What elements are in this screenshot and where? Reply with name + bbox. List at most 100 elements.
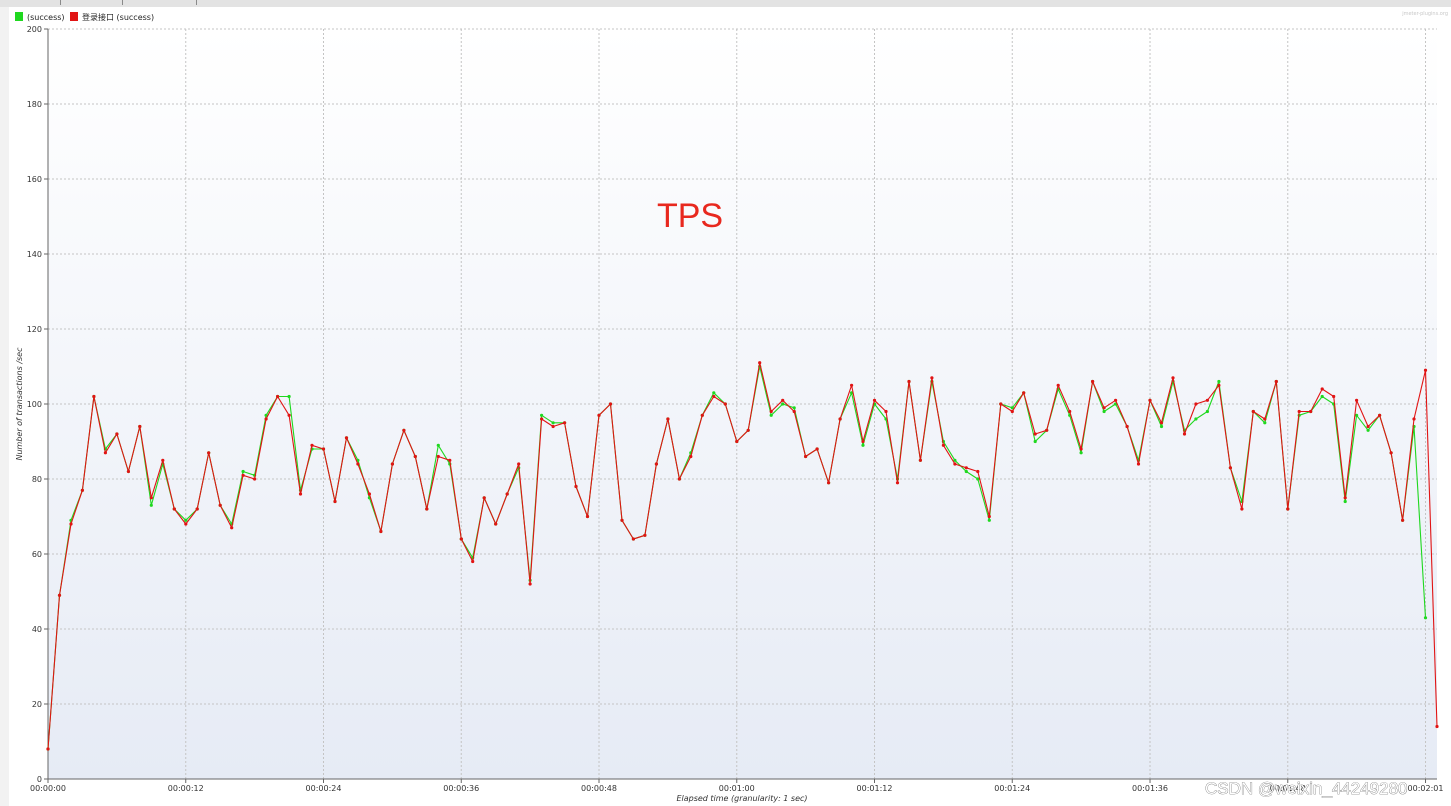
data-point xyxy=(1309,409,1313,414)
data-point xyxy=(1091,379,1095,384)
x-tick-label: 00:01:36 xyxy=(1132,784,1168,793)
watermark: jmeter-plugins.org xyxy=(1401,11,1448,17)
data-point xyxy=(723,402,727,406)
data-point xyxy=(551,421,555,425)
data-point xyxy=(608,402,613,406)
data-point xyxy=(207,451,211,455)
data-point xyxy=(264,413,268,417)
credit-watermark: CSDN @weixin_44249280 xyxy=(1205,779,1407,798)
data-point xyxy=(1033,432,1037,436)
y-axis-label: Number of transactions /sec xyxy=(15,347,24,461)
data-point xyxy=(1102,406,1106,410)
data-point xyxy=(276,394,280,399)
data-point xyxy=(505,492,509,496)
legend-label-0: (success) xyxy=(27,13,65,22)
y-axis-ticks: 0 20 40 60 80 100 120 140 160 180 200 xyxy=(27,25,48,784)
x-axis-label: Elapsed time (granularity: 1 sec) xyxy=(676,794,807,803)
data-point xyxy=(1217,379,1221,384)
y-tick-label: 180 xyxy=(27,100,42,109)
data-point xyxy=(540,417,544,421)
tab-stub-3[interactable] xyxy=(122,0,197,5)
data-point xyxy=(482,496,486,500)
data-point xyxy=(987,518,991,522)
data-point xyxy=(781,398,785,402)
data-point xyxy=(1171,376,1175,380)
data-point xyxy=(1343,499,1347,504)
data-point xyxy=(1010,409,1014,414)
data-point xyxy=(184,522,188,526)
data-point xyxy=(735,439,739,444)
data-point xyxy=(540,413,544,417)
data-point xyxy=(241,469,245,474)
data-point xyxy=(746,428,750,432)
data-point xyxy=(172,507,176,511)
data-point xyxy=(895,481,900,485)
data-point xyxy=(1159,424,1164,429)
data-point xyxy=(195,507,199,511)
data-point xyxy=(1389,451,1393,455)
data-point xyxy=(1068,409,1072,414)
data-point xyxy=(356,462,360,466)
tab-stub-2[interactable] xyxy=(60,0,123,5)
data-point xyxy=(1022,391,1026,395)
data-point xyxy=(1010,406,1014,410)
data-point xyxy=(1240,507,1244,511)
data-point xyxy=(815,447,819,451)
data-point xyxy=(1286,507,1290,511)
data-point xyxy=(769,413,773,417)
y-tick-label: 200 xyxy=(27,25,42,34)
data-point xyxy=(264,417,268,421)
tab-stub-1[interactable] xyxy=(0,0,61,5)
data-point xyxy=(344,436,349,440)
data-point xyxy=(1182,432,1187,436)
data-point xyxy=(425,507,429,511)
legend: (success) 登录接口 (success) xyxy=(15,12,154,22)
data-point xyxy=(1114,398,1118,402)
data-point xyxy=(850,383,854,387)
data-point xyxy=(884,409,888,414)
legend-swatch-0 xyxy=(15,12,23,21)
data-point xyxy=(459,537,463,541)
data-point xyxy=(804,454,808,459)
data-point xyxy=(1079,447,1083,451)
y-tick-label: 0 xyxy=(37,775,42,784)
data-point xyxy=(528,582,532,586)
data-point xyxy=(92,394,96,399)
data-point xyxy=(964,469,968,474)
data-point xyxy=(1205,398,1209,402)
data-point xyxy=(149,503,153,507)
data-point xyxy=(838,417,842,421)
data-point xyxy=(976,469,980,474)
data-point xyxy=(287,413,291,417)
tps-chart: (success) 登录接口 (success) jmeter-plugins.… xyxy=(0,7,1451,806)
data-point xyxy=(953,462,957,466)
series-1 xyxy=(46,361,1439,751)
data-point xyxy=(69,522,73,526)
y-tick-label: 120 xyxy=(27,325,42,334)
y-tick-label: 160 xyxy=(27,175,42,184)
data-point xyxy=(1194,402,1198,406)
data-point xyxy=(918,458,923,462)
y-tick-label: 100 xyxy=(27,400,42,409)
data-point xyxy=(390,462,394,466)
data-point xyxy=(953,458,957,462)
data-point xyxy=(1125,424,1129,429)
data-point xyxy=(517,462,521,466)
y-tick-label: 80 xyxy=(32,475,42,484)
data-point xyxy=(126,469,130,474)
data-point xyxy=(321,447,326,451)
data-point xyxy=(1366,428,1370,432)
data-point xyxy=(551,424,555,429)
data-point xyxy=(1355,413,1359,417)
data-point xyxy=(218,503,222,507)
data-point xyxy=(1045,428,1049,432)
data-point xyxy=(287,394,291,399)
data-point xyxy=(1033,439,1037,444)
data-point xyxy=(57,593,62,597)
data-point xyxy=(964,466,968,470)
data-point xyxy=(597,413,601,417)
data-point xyxy=(585,514,590,519)
y-tick-label: 20 xyxy=(32,700,42,709)
legend-swatch-1 xyxy=(70,12,78,21)
x-tick-label: 00:00:00 xyxy=(30,784,66,793)
